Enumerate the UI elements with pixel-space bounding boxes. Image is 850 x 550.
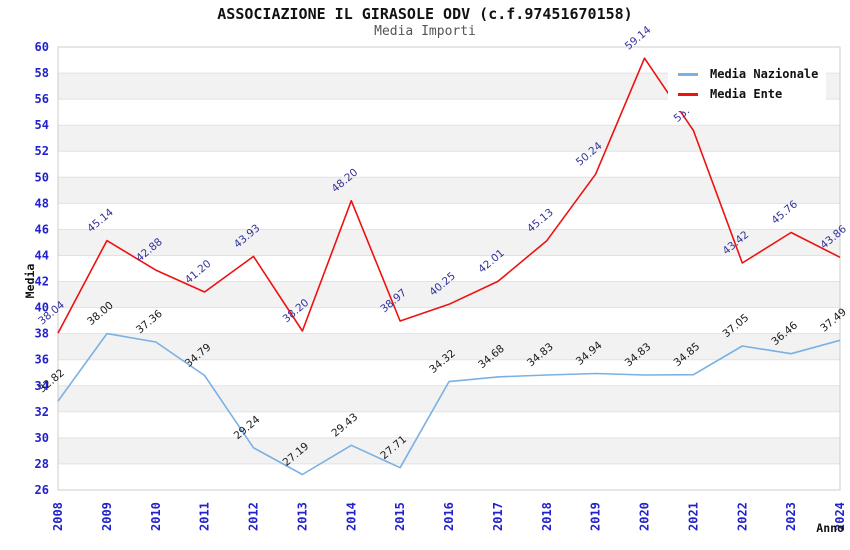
data-label: 59.14 [623, 24, 654, 53]
chart-subtitle: Media Importi [374, 24, 476, 39]
x-tick-label: 2024 [833, 502, 847, 531]
y-tick-label: 34 [35, 379, 49, 393]
data-label: 37.49 [818, 306, 849, 335]
x-tick-label: 2023 [784, 502, 798, 531]
chart-title: ASSOCIAZIONE IL GIRASOLE ODV (c.f.974516… [217, 5, 633, 23]
plot-band [58, 333, 840, 360]
x-tick-label: 2010 [149, 502, 163, 531]
x-tick-label: 2020 [638, 502, 652, 531]
plot-band [58, 437, 840, 464]
legend-label: Media Ente [710, 87, 783, 101]
x-tick-label: 2009 [100, 502, 114, 531]
y-tick-label: 38 [35, 327, 49, 341]
y-tick-label: 26 [35, 483, 49, 497]
y-tick-label: 58 [35, 66, 49, 80]
y-tick-label: 28 [35, 457, 49, 471]
y-tick-label: 54 [35, 118, 49, 132]
x-tick-label: 2008 [51, 502, 65, 531]
legend: Media Nazionale Media Ente [668, 57, 826, 111]
y-tick-label: 56 [35, 92, 49, 106]
data-label: 37.36 [134, 308, 165, 337]
x-tick-label: 2018 [540, 502, 554, 531]
y-tick-label: 30 [35, 431, 49, 445]
x-tick-label: 2013 [295, 502, 309, 531]
y-tick-label: 44 [35, 249, 49, 263]
data-label: 29.43 [330, 411, 361, 440]
y-tick-label: 40 [35, 301, 49, 315]
plot-band [58, 281, 840, 308]
y-tick-label: 52 [35, 144, 49, 158]
x-tick-label: 2012 [247, 502, 261, 531]
x-tick-label: 2021 [686, 502, 700, 531]
y-tick-label: 42 [35, 275, 49, 289]
legend-item-media-ente: Media Ente [678, 84, 826, 104]
plot-band [58, 385, 840, 412]
y-axis-title: Media [23, 263, 37, 299]
legend-item-media-nazionale: Media Nazionale [678, 64, 826, 84]
y-tick-label: 48 [35, 196, 49, 210]
x-tick-label: 2017 [491, 502, 505, 531]
media-ente-swatch-icon [678, 92, 698, 96]
x-tick-label: 2022 [735, 502, 749, 531]
legend-label: Media Nazionale [710, 67, 819, 81]
plot-border [57, 46, 841, 491]
y-tick-label: 60 [35, 40, 49, 54]
y-tick-label: 46 [35, 222, 49, 236]
x-tick-label: 2019 [589, 502, 603, 531]
x-axis-title: Anno [816, 521, 844, 535]
y-tick-label: 50 [35, 170, 49, 184]
plot-band [58, 177, 840, 204]
series-line-media-nazionale [57, 332, 841, 476]
y-tick-label: 32 [35, 405, 49, 419]
plot-band [58, 125, 840, 152]
x-tick-label: 2016 [442, 502, 456, 531]
x-tick-label: 2014 [344, 502, 358, 531]
series-line-media-ente [57, 57, 841, 334]
x-tick-label: 2011 [198, 502, 212, 531]
y-tick-label: 36 [35, 353, 49, 367]
x-tick-label: 2015 [393, 502, 407, 531]
media-nazionale-swatch-icon [678, 72, 698, 76]
plot-band [58, 229, 840, 256]
